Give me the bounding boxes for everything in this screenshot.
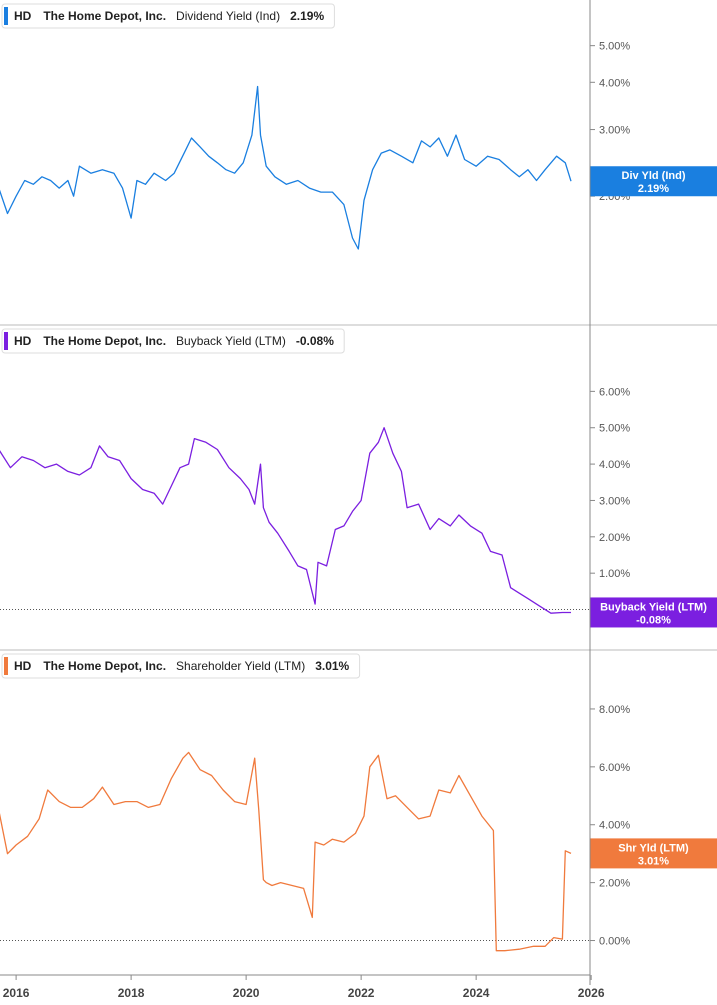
value-flag-value: 3.01% [638, 855, 669, 867]
legend-metric: Shareholder Yield (LTM) [176, 659, 305, 673]
legend-text: HD The Home Depot, Inc. Buyback Yield (LTM… [14, 334, 334, 348]
series-line [0, 427, 571, 614]
legend-value: -0.08% [296, 334, 334, 348]
legend-ticker: HD [14, 659, 32, 673]
panel-2: 1.00% 2.00% 3.00% 4.00% 5.00% 6.00% Buyback Yi… [0, 324, 717, 628]
legend-text: HD The Home Depot, Inc. Shareholder Yield … [14, 659, 350, 673]
legend-metric: Dividend Yield (Ind) [176, 9, 280, 23]
y-tick-label: 4.00% [599, 459, 630, 471]
chart-panels: 2.00%3.00%4.00%5.00%Div Yld (Ind)2.19%HD… [0, 3, 717, 952]
value-flag-label: Div Yld (Ind) [622, 170, 686, 182]
x-tick-label: 2016 [3, 986, 30, 1000]
legend[interactable]: HD The Home Depot, Inc. Buyback Yield (LTM… [1, 328, 345, 354]
legend-company: The Home Depot, Inc. [43, 334, 166, 348]
y-tick-label: 1.00% [599, 568, 630, 580]
value-flag: Div Yld (Ind)2.19% [590, 166, 717, 197]
legend-color-bar [4, 332, 8, 350]
y-tick-label: 2.00% [599, 532, 630, 544]
series-line [0, 85, 572, 250]
y-tick-label: 6.00% [599, 762, 630, 774]
value-flag-value: -0.08% [636, 614, 671, 626]
value-flag: Buyback Yield (LTM)-0.08% [590, 597, 717, 628]
value-flag-box [590, 838, 717, 869]
y-tick-label: 2.00% [599, 878, 630, 890]
y-tick-label: 0.00% [599, 936, 630, 948]
legend-value: 2.19% [290, 9, 324, 23]
legend-company: The Home Depot, Inc. [43, 9, 166, 23]
y-tick-label: 8.00% [599, 704, 630, 716]
value-flag-box [590, 166, 717, 197]
value-flag-value: 2.19% [638, 183, 669, 195]
y-tick-label: 5.00% [599, 423, 630, 435]
value-flag-label: Shr Yld (LTM) [618, 842, 689, 854]
legend-company: The Home Depot, Inc. [43, 659, 166, 673]
legend-text: HD The Home Depot, Inc. Dividend Yield (In… [14, 9, 324, 23]
panel-3: 0.00%2.00%4.00%6.00%8.00%Shr Yld (LTM)3.… [0, 649, 717, 952]
legend-ticker: HD [14, 9, 32, 23]
legend-box [1, 653, 361, 679]
series-line [0, 751, 572, 952]
y-tick-label: 3.00% [599, 495, 630, 507]
y-tick-label: 6.00% [599, 386, 630, 398]
y-tick-label: 3.00% [599, 125, 630, 137]
legend-color-bar [4, 657, 8, 675]
y-tick-label: 4.00% [599, 77, 630, 89]
x-tick-label: 2024 [463, 986, 490, 1000]
x-tick-label: 2020 [233, 986, 260, 1000]
y-tick-label: 5.00% [599, 41, 630, 53]
value-flag: Shr Yld (LTM)3.01% [590, 838, 717, 869]
x-tick-label: 2022 [348, 986, 375, 1000]
legend-box [1, 328, 345, 354]
value-flag-label: Buyback Yield (LTM) [600, 601, 707, 613]
legend[interactable]: HD The Home Depot, Inc. Shareholder Yield … [1, 653, 361, 679]
x-axis: 2016 2018 2020 2022 2024 2026 [0, 0, 605, 1000]
legend-color-bar [4, 7, 8, 25]
legend[interactable]: HD The Home Depot, Inc. Dividend Yield (In… [1, 3, 335, 29]
y-tick-label: 4.00% [599, 820, 630, 832]
panel-1: 2.00%3.00%4.00%5.00%Div Yld (Ind)2.19%HD… [0, 3, 717, 250]
x-tick-label: 2026 [578, 986, 605, 1000]
legend-value: 3.01% [315, 659, 349, 673]
legend-box [1, 3, 335, 29]
legend-metric: Buyback Yield (LTM) [176, 334, 286, 348]
value-flag-box [590, 597, 717, 628]
x-tick-label: 2018 [118, 986, 145, 1000]
legend-ticker: HD [14, 334, 32, 348]
